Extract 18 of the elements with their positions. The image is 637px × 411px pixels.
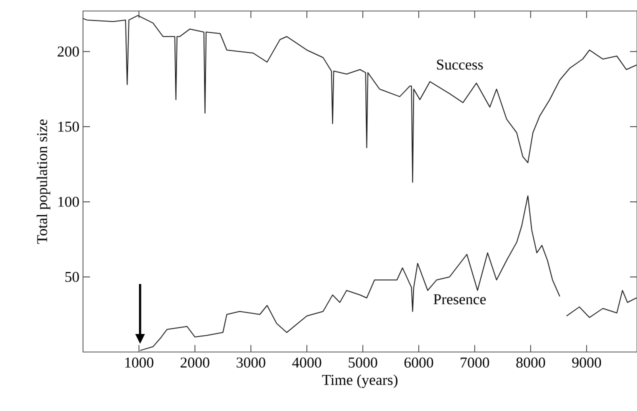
x-tick-label: 6000 bbox=[404, 358, 434, 368]
x-tick-label: 4000 bbox=[292, 358, 322, 368]
y-axis-title: Total population size bbox=[36, 119, 50, 244]
x-axis-title: Time (years) bbox=[322, 374, 398, 388]
x-tick-label: 8000 bbox=[516, 358, 546, 368]
y-tick-label: 100 bbox=[58, 196, 79, 207]
series-label: Presence bbox=[434, 294, 486, 304]
x-tick-label: 7000 bbox=[460, 358, 490, 368]
line-series bbox=[82, 15, 637, 183]
series-label: Success bbox=[437, 60, 483, 70]
x-tick-label: 2000 bbox=[180, 358, 210, 368]
x-tick-label: 5000 bbox=[348, 358, 378, 368]
y-tick-label: 150 bbox=[58, 122, 79, 132]
x-tick-label: 3000 bbox=[236, 358, 266, 368]
x-tick-label: 1000 bbox=[125, 358, 154, 368]
y-tick-label: 50 bbox=[65, 272, 79, 282]
x-tick-label: 9000 bbox=[572, 358, 602, 368]
y-tick-label: 200 bbox=[58, 46, 79, 57]
